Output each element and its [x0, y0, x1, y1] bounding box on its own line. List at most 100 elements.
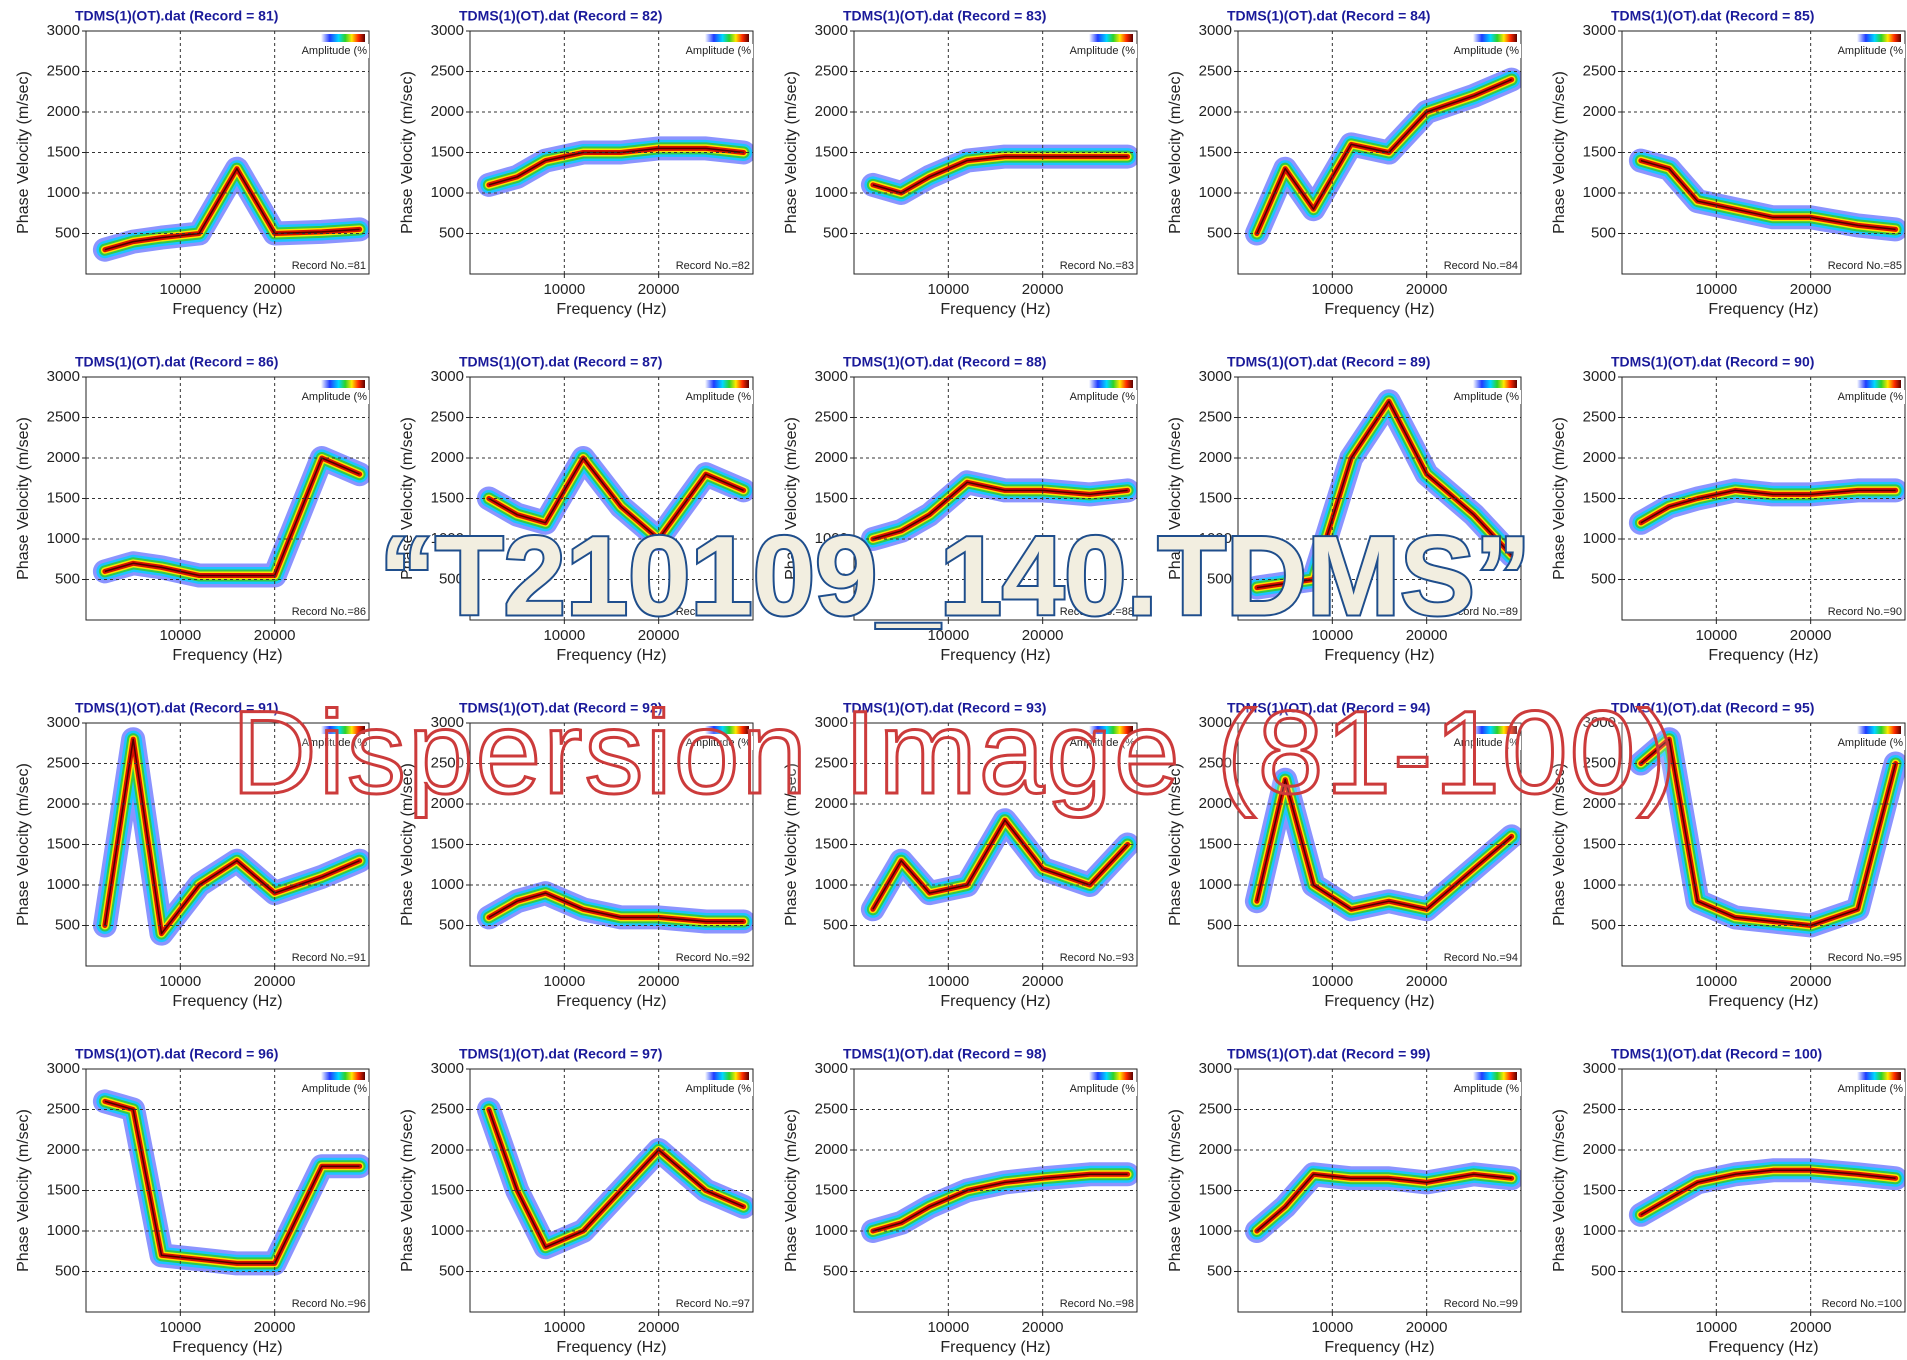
y-tick-label: 2000 [1199, 795, 1232, 812]
plot-content [92, 156, 369, 262]
y-tick-label: 2000 [1583, 449, 1616, 466]
y-tick-label: 1500 [1199, 143, 1232, 160]
annotation-bg [1437, 951, 1520, 965]
x-tick-label: 10000 [1311, 281, 1353, 298]
y-tick-label: 2500 [47, 62, 80, 79]
x-tick-label: 10000 [1695, 627, 1737, 644]
record-annotation: Record No.=91 [292, 952, 366, 964]
x-axis-label: Frequency (Hz) [172, 1339, 282, 1356]
band-core [104, 167, 360, 251]
legend-label: Amplitude (% [302, 1083, 368, 1095]
x-tick-label: 20000 [1022, 1319, 1064, 1336]
plot-frame [1237, 1068, 1522, 1313]
x-axis-label: Frequency (Hz) [1708, 647, 1818, 664]
panel: 10000 20000 500 1000 1500 2000 2500 3000TDMS(1)… [399, 8, 754, 318]
y-tick-label: 3000 [47, 22, 80, 39]
chart-title: TDMS(1)(OT).dat (Record = 81) [75, 8, 278, 24]
x-axis-label: Frequency (Hz) [1324, 647, 1434, 664]
panel: 10000 20000 500 1000 1500 2000 2500 3000TDMS(1)… [783, 354, 1138, 664]
x-axis-label: Frequency (Hz) [556, 647, 666, 664]
legend-label: Amplitude (% [1838, 391, 1904, 403]
y-tick-label: 3000 [431, 1060, 464, 1077]
legend-bg [1459, 390, 1521, 404]
plot-content [860, 144, 1137, 205]
y-tick-label: 500 [1591, 570, 1616, 587]
annotation-bg [1821, 259, 1904, 273]
overlay-subtitle: Dispersion Image (81-100) [232, 687, 1679, 819]
x-axis-label: Frequency (Hz) [172, 647, 282, 664]
y-axis-label: Phase Velocity (m/sec) [15, 71, 32, 234]
x-tick-label: 10000 [1311, 627, 1353, 644]
annotation-bg [1053, 605, 1136, 619]
y-tick-label: 1500 [1583, 835, 1616, 852]
y-tick-label: 2500 [1583, 754, 1616, 771]
colorbar [1857, 726, 1901, 734]
y-tick-label: 500 [823, 224, 848, 241]
y-tick-label: 1000 [1199, 184, 1232, 201]
y-tick-label: 1500 [815, 1181, 848, 1198]
plot-frame [1237, 376, 1522, 621]
chart-title: TDMS(1)(OT).dat (Record = 82) [459, 8, 662, 24]
y-tick-label: 1000 [1199, 1222, 1232, 1239]
y-tick-label: 2000 [47, 103, 80, 120]
x-tick-label: 20000 [254, 973, 296, 990]
plot-content [860, 470, 1137, 551]
legend-label: Amplitude (% [1454, 45, 1520, 57]
x-tick-label: 10000 [927, 627, 969, 644]
y-tick-label: 500 [823, 1262, 848, 1279]
legend-bg [307, 390, 369, 404]
record-annotation: Record No.=98 [1060, 1298, 1134, 1310]
y-tick-label: 2000 [815, 103, 848, 120]
x-tick-label: 10000 [159, 1319, 201, 1336]
x-tick-label: 20000 [1790, 1319, 1832, 1336]
y-axis-label: Phase Velocity (m/sec) [15, 763, 32, 926]
panel: 10000 20000 500 1000 1500 2000 2500 3000TDMS(1)… [15, 1046, 370, 1356]
x-tick-label: 20000 [1790, 627, 1832, 644]
y-tick-label: 2500 [1199, 62, 1232, 79]
band-core [1256, 778, 1513, 911]
x-tick-label: 10000 [1695, 1319, 1737, 1336]
legend-bg [691, 44, 753, 58]
y-tick-label: 500 [1207, 1262, 1232, 1279]
y-tick-label: 2500 [47, 754, 80, 771]
record-annotation: Record No.=93 [1060, 952, 1134, 964]
plot-content [92, 727, 369, 946]
y-tick-label: 2000 [1583, 795, 1616, 812]
y-tick-label: 3000 [815, 714, 848, 731]
band-core [488, 457, 744, 540]
plot-frame [853, 722, 1138, 967]
chart-title: TDMS(1)(OT).dat (Record = 100) [1611, 1046, 1822, 1062]
chart-title: TDMS(1)(OT).dat (Record = 90) [1611, 354, 1814, 370]
legend-label: Amplitude (% [1070, 737, 1136, 749]
y-tick-label: 2000 [431, 795, 464, 812]
band-core [104, 738, 360, 935]
plot-content [1244, 389, 1521, 600]
overlay-title: “T210109_140.TDMS” [379, 514, 1531, 639]
y-axis-label: Phase Velocity (m/sec) [783, 71, 800, 234]
y-tick-label: 1000 [1583, 876, 1616, 893]
legend-bg [307, 44, 369, 58]
y-tick-label: 1500 [431, 489, 464, 506]
annotation-bg [1053, 951, 1136, 965]
colorbar [1089, 34, 1133, 42]
y-tick-label: 2500 [815, 754, 848, 771]
x-tick-label: 20000 [1790, 281, 1832, 298]
legend-bg [1075, 44, 1137, 58]
x-axis-label: Frequency (Hz) [172, 301, 282, 318]
annotation-bg [285, 1297, 368, 1311]
x-tick-label: 10000 [927, 281, 969, 298]
legend-bg [1843, 1082, 1905, 1096]
y-tick-label: 3000 [1583, 714, 1616, 731]
legend-label: Amplitude (% [302, 391, 368, 403]
y-tick-label: 1000 [47, 184, 80, 201]
y-axis-label: Phase Velocity (m/sec) [783, 417, 800, 580]
y-tick-label: 2000 [1199, 1141, 1232, 1158]
annotation-bg [669, 951, 752, 965]
plot-content [860, 1162, 1137, 1243]
chart-title: TDMS(1)(OT).dat (Record = 92) [459, 700, 662, 716]
x-axis-label: Frequency (Hz) [556, 1339, 666, 1356]
colorbar [1857, 34, 1901, 42]
y-tick-label: 2500 [431, 1100, 464, 1117]
x-axis-label: Frequency (Hz) [940, 301, 1050, 318]
y-tick-label: 1500 [815, 489, 848, 506]
